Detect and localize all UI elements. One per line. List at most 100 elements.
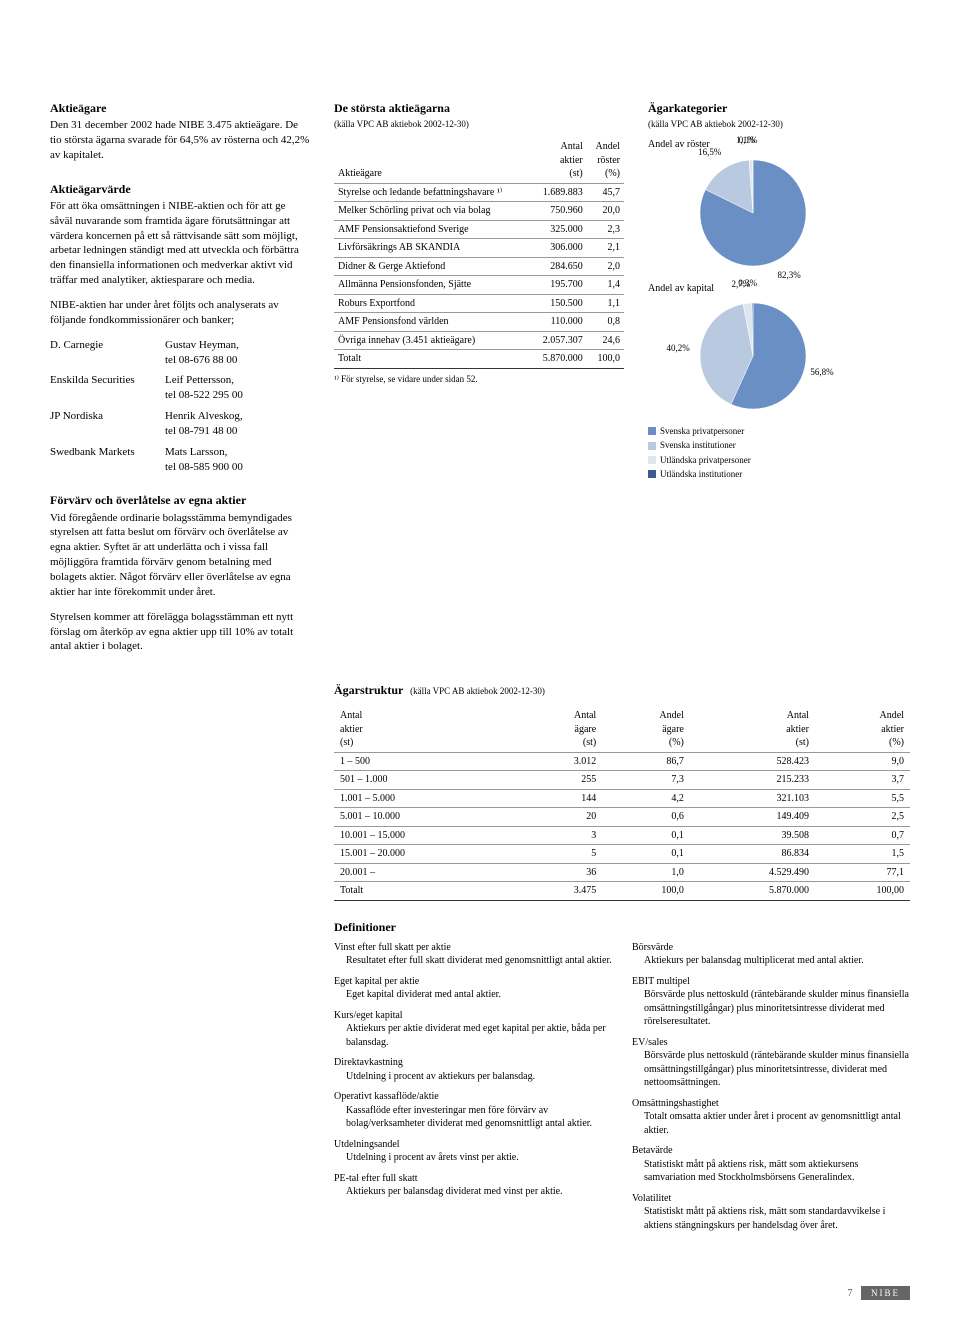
- heading-aktiegare: Aktieägare: [50, 100, 310, 116]
- definition: Operativt kassaflöde/aktie Kassaflöde ef…: [334, 1090, 612, 1131]
- definition: Börsvärde Aktiekurs per balansdag multip…: [632, 941, 910, 968]
- table-row: 10.001 – 15.00030,139.5080,7: [334, 826, 910, 845]
- def-term: Kurs/eget kapital: [334, 1009, 612, 1023]
- table-row: Didner & Gerge Aktiefond284.6502,0: [334, 257, 624, 276]
- heading-forvarv: Förvärv och överlåtelse av egna aktier: [50, 492, 310, 508]
- pie-slice-label: 0,3%: [738, 277, 757, 289]
- para: Vid föregående ordinarie bolagsstämma be…: [50, 511, 310, 600]
- heading-owners: De största aktieägarna: [334, 100, 624, 116]
- analyst-row: D. Carnegie Gustav Heyman,tel 08-676 88 …: [50, 338, 310, 368]
- heading-defs: Definitioner: [334, 919, 910, 935]
- analyst-contact: Leif Pettersson,tel 08-522 295 00: [165, 373, 243, 403]
- structure-sub: (källa VPC AB aktiebok 2002-12-30): [410, 686, 545, 696]
- def-term: Vinst efter full skatt per aktie: [334, 941, 612, 955]
- heading-categories: Ägarkategorier: [648, 100, 928, 116]
- legend-label: Svenska privatpersoner: [660, 425, 744, 437]
- def-term: Operativt kassaflöde/aktie: [334, 1090, 612, 1104]
- legend-label: Utländska privatpersoner: [660, 454, 751, 466]
- left-column: Aktieägare Den 31 december 2002 hade NIB…: [50, 100, 310, 672]
- definition: Kurs/eget kapital Aktiekurs per aktie di…: [334, 1009, 612, 1050]
- analyst-contact: Mats Larsson,tel 08-585 900 00: [165, 445, 243, 475]
- def-term: Eget kapital per aktie: [334, 975, 612, 989]
- table-row: Roburs Exportfond150.5001,1: [334, 294, 624, 313]
- def-term: Direktavkastning: [334, 1056, 612, 1070]
- table-row: 5.001 – 10.000200,6149.4092,5: [334, 808, 910, 827]
- defs-left-col: Vinst efter full skatt per aktie Resulta…: [334, 941, 612, 1240]
- def-term: Börsvärde: [632, 941, 910, 955]
- analyst-row: Swedbank Markets Mats Larsson,tel 08-585…: [50, 445, 310, 475]
- heading-aktiegarvarde: Aktieägarvärde: [50, 181, 310, 197]
- table-row: Livförsäkrings AB SKANDIA306.0002,1: [334, 239, 624, 258]
- pie-slice-label: 56,8%: [810, 366, 833, 378]
- para: För att öka omsättningen i NIBE-aktien o…: [50, 199, 310, 288]
- analyst-row: JP Nordiska Henrik Alveskog,tel 08-791 4…: [50, 409, 310, 439]
- definition: Utdelningsandel Utdelning i procent av å…: [334, 1138, 612, 1165]
- def-body: Kassaflöde efter investeringar men före …: [334, 1104, 612, 1131]
- table-row: AMF Pensionsfond världen110.0000,8: [334, 313, 624, 332]
- analyst-firm: D. Carnegie: [50, 338, 165, 368]
- categories-sub: (källa VPC AB aktiebok 2002-12-30): [648, 118, 928, 130]
- pie-legend: Svenska privatpersoner Svenska institutio…: [648, 425, 928, 480]
- table-row: 20.001 –361,04.529.49077,1: [334, 863, 910, 882]
- def-term: EBIT multipel: [632, 975, 910, 989]
- analyst-firm: Swedbank Markets: [50, 445, 165, 475]
- table-row: Allmänna Pensionsfonden, Sjätte195.7001,…: [334, 276, 624, 295]
- heading-structure: Ägarstruktur: [334, 683, 403, 697]
- brand-badge: NIBE: [861, 1286, 910, 1300]
- pie-chart-capital: 56,8%40,2%2,7%0,3%: [648, 301, 868, 411]
- analyst-contact: Gustav Heyman,tel 08-676 88 00: [165, 338, 239, 368]
- def-term: Volatilitet: [632, 1192, 910, 1206]
- legend-item: Utländska privatpersoner: [648, 454, 928, 466]
- table-row: 1.001 – 5.0001444,2321.1035,5: [334, 789, 910, 808]
- legend-swatch: [648, 442, 656, 450]
- def-body: Börsvärde plus nettoskuld (räntebärande …: [632, 1049, 910, 1090]
- analysts-list: D. Carnegie Gustav Heyman,tel 08-676 88 …: [50, 338, 310, 475]
- definition: Vinst efter full skatt per aktie Resulta…: [334, 941, 612, 968]
- structure-table: Antalaktier(st) Antalägare(st) Andelägar…: [334, 707, 910, 901]
- def-term: Betavärde: [632, 1144, 910, 1158]
- definition: Eget kapital per aktie Eget kapital divi…: [334, 975, 612, 1002]
- table-row: Melker Schörling privat och via bolag750…: [334, 202, 624, 221]
- analyst-row: Enskilda Securities Leif Pettersson,tel …: [50, 373, 310, 403]
- para: Styrelsen kommer att förelägga bolagsstä…: [50, 610, 310, 655]
- definition: PE-tal efter full skatt Aktiekurs per ba…: [334, 1172, 612, 1199]
- table-row: 501 – 1.0002557,3215.2333,7: [334, 771, 910, 790]
- owners-footnote: ¹⁾ För styrelse, se vidare under sidan 5…: [334, 373, 624, 385]
- analyst-contact: Henrik Alveskog,tel 08-791 48 00: [165, 409, 243, 439]
- bottom-section: Ägarstruktur (källa VPC AB aktiebok 2002…: [334, 682, 910, 1257]
- legend-item: Svenska privatpersoner: [648, 425, 928, 437]
- pie-slice-label: 0,1%: [739, 134, 758, 146]
- def-body: Totalt omsatta aktier under året i proce…: [632, 1110, 910, 1137]
- def-body: Statistiskt mått på aktiens risk, mätt s…: [632, 1205, 910, 1232]
- def-body: Aktiekurs per balansdag multiplicerat me…: [632, 954, 910, 968]
- analyst-firm: Enskilda Securities: [50, 373, 165, 403]
- page-number: 7: [848, 1288, 853, 1299]
- legend-item: Svenska institutioner: [648, 439, 928, 451]
- table-row: 15.001 – 20.00050,186.8341,5: [334, 845, 910, 864]
- legend-label: Utländska institutioner: [660, 468, 742, 480]
- owners-table: AktieägareAntalaktier(st)Andelröster(%)S…: [334, 138, 624, 369]
- table-row: Övriga innehav (3.451 aktieägare)2.057.3…: [334, 331, 624, 350]
- definition: Omsättningshastighet Totalt omsatta akti…: [632, 1097, 910, 1138]
- def-term: EV/sales: [632, 1036, 910, 1050]
- def-term: Omsättningshastighet: [632, 1097, 910, 1111]
- table-row: AMF Pensionsaktiefond Sverige325.0002,3: [334, 220, 624, 239]
- pie-chart-votes: 82,3%16,5%1,1%0,1%: [648, 158, 868, 268]
- pie-slice-label: 82,3%: [778, 269, 801, 281]
- owners-sub: (källa VPC AB aktiebok 2002-12-30): [334, 118, 624, 130]
- definition: EBIT multipel Börsvärde plus nettoskuld …: [632, 975, 910, 1029]
- legend-swatch: [648, 470, 656, 478]
- analyst-firm: JP Nordiska: [50, 409, 165, 439]
- legend-swatch: [648, 427, 656, 435]
- definition: EV/sales Börsvärde plus nettoskuld (ränt…: [632, 1036, 910, 1090]
- def-body: Aktiekurs per aktie dividerat med eget k…: [334, 1022, 612, 1049]
- page-footer: 7 NIBE: [50, 1287, 910, 1301]
- def-term: Utdelningsandel: [334, 1138, 612, 1152]
- pie2-title: Andel av kapital: [648, 282, 928, 296]
- def-body: Eget kapital dividerat med antal aktier.: [334, 988, 612, 1002]
- def-body: Statistiskt mått på aktiens risk, mätt s…: [632, 1158, 910, 1185]
- table-row: Styrelse och ledande befattningshavare ¹…: [334, 183, 624, 202]
- legend-item: Utländska institutioner: [648, 468, 928, 480]
- right-column: Ägarkategorier (källa VPC AB aktiebok 20…: [648, 100, 928, 672]
- def-body: Börsvärde plus nettoskuld (räntebärande …: [632, 988, 910, 1029]
